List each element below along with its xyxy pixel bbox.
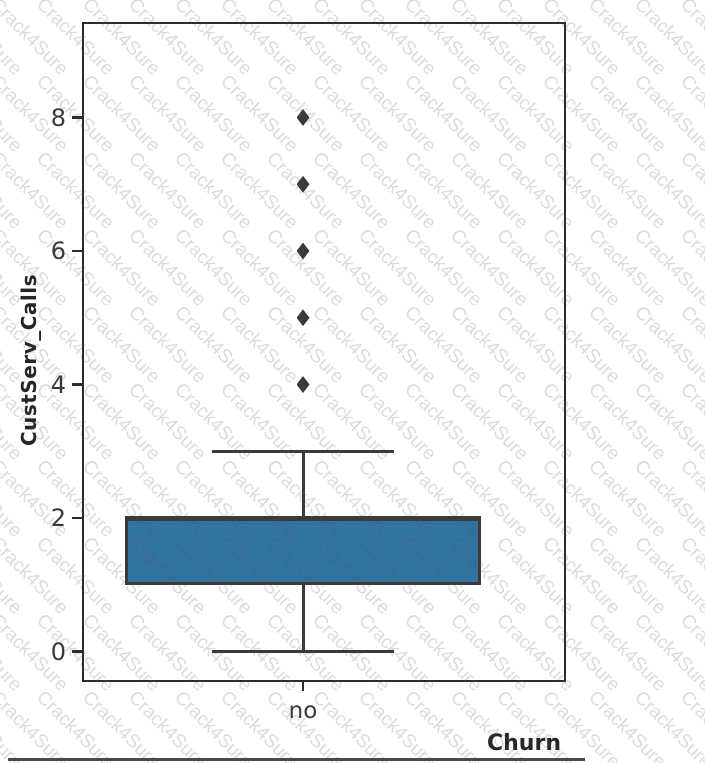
watermark-text: Crack4Sure <box>400 687 486 763</box>
watermark-text: Crack4Sure <box>124 687 210 763</box>
watermark-text: Crack4Sure <box>676 456 705 542</box>
watermark-text: Crack4Sure <box>0 0 72 80</box>
watermark-text: Crack4Sure <box>584 71 670 157</box>
watermark-text: Crack4Sure <box>0 610 26 696</box>
watermark-text: Crack4Sure <box>0 687 26 763</box>
watermark-text: Crack4Sure <box>0 687 72 763</box>
watermark-text: Crack4Sure <box>0 148 72 234</box>
y-tick-mark <box>72 249 82 253</box>
outlier-diamond <box>296 376 310 393</box>
watermark-text: Crack4Sure <box>630 302 705 388</box>
watermark-text: Crack4Sure <box>0 148 26 234</box>
outlier-diamond <box>296 309 310 327</box>
watermark-text: Crack4Sure <box>630 71 705 157</box>
watermark-text: Crack4Sure <box>676 71 705 157</box>
watermark-text: Crack4Sure <box>676 533 705 619</box>
watermark-text: Crack4Sure <box>630 533 705 619</box>
watermark-text: Crack4Sure <box>630 0 705 80</box>
watermark-text: Crack4Sure <box>676 687 705 763</box>
y-tick-mark <box>72 650 82 653</box>
watermark-text: Crack4Sure <box>584 533 670 619</box>
watermark-text: Crack4Sure <box>584 302 670 388</box>
outlier-diamond <box>296 242 310 260</box>
whisker-lower-stem <box>301 584 305 652</box>
watermark-text: Crack4Sure <box>630 148 705 234</box>
watermark-text: Crack4Sure <box>0 533 26 619</box>
outlier-diamond <box>296 109 310 126</box>
y-tick-mark <box>72 516 82 520</box>
watermark-text: Crack4Sure <box>630 610 705 696</box>
watermark-text: Crack4Sure <box>0 0 26 80</box>
x-tick-label-no: no <box>288 698 318 724</box>
watermark-text: Crack4Sure <box>32 687 118 763</box>
watermark-text: Crack4Sure <box>0 456 26 542</box>
watermark-text: Crack4Sure <box>630 379 705 465</box>
page-divider-line <box>8 758 585 761</box>
watermark-text: Crack4Sure <box>676 225 705 311</box>
watermark-text: Crack4Sure <box>630 225 705 311</box>
y-tick-mark <box>72 383 82 386</box>
y-tick-label: 2 <box>50 504 66 532</box>
whisker-upper-cap <box>212 449 394 453</box>
watermark-text: Crack4Sure <box>676 610 705 696</box>
watermark-text: Crack4Sure <box>584 225 670 311</box>
watermark-text: Crack4Sure <box>78 687 164 763</box>
watermark-text: Crack4Sure <box>676 0 705 80</box>
watermark-text: Crack4Sure <box>676 148 705 234</box>
watermark-text: Crack4Sure <box>584 379 670 465</box>
watermark-text: Crack4Sure <box>584 456 670 542</box>
y-axis-label: CustServ_Calls <box>17 273 41 447</box>
x-tick-mark <box>301 682 305 691</box>
watermark-text: Crack4Sure <box>584 687 670 763</box>
y-tick-mark <box>72 116 82 119</box>
watermark-text: Crack4Sure <box>354 687 440 763</box>
x-axis-label: Churn <box>487 731 561 756</box>
watermark-text: Crack4Sure <box>0 533 72 619</box>
watermark-text: Crack4Sure <box>676 379 705 465</box>
y-tick-label: 4 <box>50 370 66 399</box>
watermark-text: Crack4Sure <box>630 687 705 763</box>
watermark-text: Crack4Sure <box>0 71 26 157</box>
median-line <box>125 516 481 521</box>
boxplot-box <box>125 518 481 585</box>
watermark-text: Crack4Sure <box>630 456 705 542</box>
outlier-diamond <box>296 175 310 193</box>
y-tick-label: 6 <box>50 237 66 265</box>
watermark-text: Crack4Sure <box>584 0 670 80</box>
whisker-lower-cap <box>212 650 394 653</box>
watermark-text: Crack4Sure <box>584 148 670 234</box>
whisker-upper-stem <box>301 451 305 518</box>
y-tick-label: 8 <box>50 103 66 132</box>
watermark-text: Crack4Sure <box>170 687 256 763</box>
y-tick-label: 0 <box>50 637 66 666</box>
watermark-text: Crack4Sure <box>584 610 670 696</box>
watermark-text: Crack4Sure <box>676 302 705 388</box>
